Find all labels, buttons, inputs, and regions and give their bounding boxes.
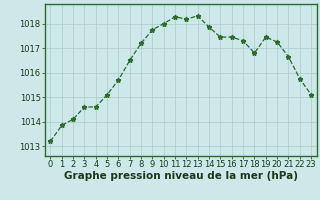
- X-axis label: Graphe pression niveau de la mer (hPa): Graphe pression niveau de la mer (hPa): [64, 171, 298, 181]
